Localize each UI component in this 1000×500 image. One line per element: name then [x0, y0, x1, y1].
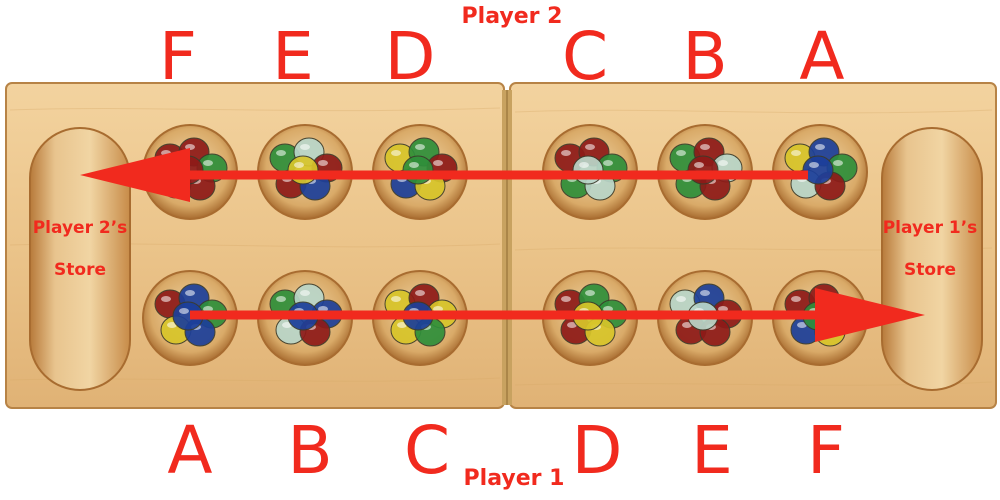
- store-left-label-line1: Player 2’s: [32, 218, 128, 238]
- marble-highlight: [809, 162, 819, 168]
- marble: [687, 155, 719, 185]
- marble: [287, 155, 319, 185]
- arrow-player1-direction: [190, 288, 925, 342]
- store-right[interactable]: [881, 127, 983, 391]
- arrow-player2-direction: [80, 148, 808, 202]
- marble-highlight: [282, 322, 292, 328]
- marble-highlight: [300, 144, 310, 150]
- marble-highlight: [300, 290, 310, 296]
- marble-highlight: [579, 162, 589, 168]
- marble-highlight: [797, 322, 807, 328]
- store-left[interactable]: [29, 127, 131, 391]
- pit-letter-top-1: F: [159, 18, 197, 95]
- marble-highlight: [676, 296, 686, 302]
- marble-highlight: [682, 322, 692, 328]
- marble-highlight: [718, 160, 728, 166]
- marble-highlight: [694, 162, 704, 168]
- marble-highlight: [815, 144, 825, 150]
- marble-highlight: [185, 144, 195, 150]
- marble-highlight: [294, 162, 304, 168]
- marble-highlight: [397, 322, 407, 328]
- marble-highlight: [203, 160, 213, 166]
- pit-letter-top-3: D: [384, 18, 436, 95]
- store-left-label: Player 2’s Store: [15, 207, 145, 291]
- marble: [802, 155, 834, 185]
- marble-highlight: [179, 308, 189, 314]
- pit-letter-top-5: B: [682, 18, 728, 95]
- store-left-label-line2: Store: [54, 260, 106, 280]
- marble-highlight: [391, 296, 401, 302]
- marble-highlight: [409, 162, 419, 168]
- store-right-label-line1: Player 1’s: [882, 218, 978, 238]
- marble-highlight: [561, 296, 571, 302]
- marble-highlight: [185, 290, 195, 296]
- marble-highlight: [791, 296, 801, 302]
- player-2-label: Player 2: [461, 4, 563, 29]
- store-right-label-line2: Store: [904, 260, 956, 280]
- marble-highlight: [791, 150, 801, 156]
- pit-letter-bottom-5: E: [691, 412, 733, 489]
- marble-highlight: [276, 150, 286, 156]
- marble-highlight: [415, 144, 425, 150]
- marble-highlight: [161, 296, 171, 302]
- pit-letter-bottom-4: D: [571, 412, 623, 489]
- store-right-label: Player 1’s Store: [865, 207, 995, 291]
- marble-highlight: [567, 322, 577, 328]
- player-1-label: Player 1: [463, 466, 565, 491]
- marble-highlight: [603, 160, 613, 166]
- pit-letter-bottom-6: F: [807, 412, 845, 489]
- marble-highlight: [276, 296, 286, 302]
- marble-highlight: [433, 160, 443, 166]
- marble-highlight: [833, 160, 843, 166]
- marble-highlight: [585, 290, 595, 296]
- pit-letter-top-2: E: [272, 18, 314, 95]
- marble-highlight: [167, 322, 177, 328]
- marble-highlight: [318, 160, 328, 166]
- marble-highlight: [700, 144, 710, 150]
- marble-highlight: [676, 150, 686, 156]
- marble-highlight: [561, 150, 571, 156]
- marble: [402, 155, 434, 185]
- pit-letter-bottom-3: C: [403, 412, 451, 489]
- marble-highlight: [700, 290, 710, 296]
- pit-letter-top-4: C: [561, 18, 609, 95]
- marble-highlight: [415, 290, 425, 296]
- marble-highlight: [391, 150, 401, 156]
- marble: [572, 155, 604, 185]
- pit-letter-bottom-1: A: [167, 412, 213, 489]
- marble-highlight: [585, 144, 595, 150]
- pit-letter-bottom-2: B: [287, 412, 333, 489]
- pit-letter-top-6: A: [799, 18, 845, 95]
